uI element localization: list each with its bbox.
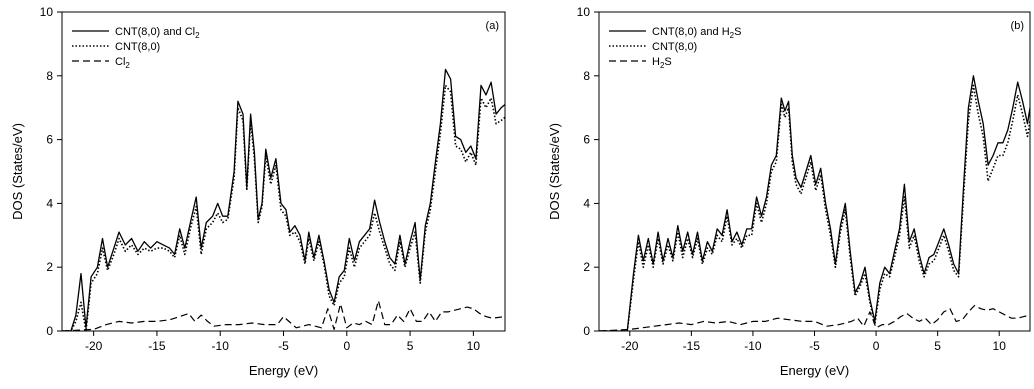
x-tick-label: -20 xyxy=(85,339,103,353)
x-tick-label: -15 xyxy=(683,339,701,353)
panel-tag-a: (a) xyxy=(486,20,499,32)
x-tick-label: -15 xyxy=(148,339,166,353)
x-tick-label: -5 xyxy=(809,339,820,353)
ticks-a: -20 -15 -10 -5 0 5 10 0 2 4 6 8 10 xyxy=(40,5,481,353)
x-tick-label: -20 xyxy=(621,339,639,353)
series-layer-a xyxy=(62,68,505,331)
y-tick-label: 4 xyxy=(46,196,53,210)
x-tick-label: 0 xyxy=(873,339,880,353)
series-line-solid xyxy=(62,68,505,331)
y-tick-label: 2 xyxy=(46,260,53,274)
x-tick-label: -10 xyxy=(744,339,762,353)
legend-b: CNT(8,0) and H2S CNT(8,0) H2S xyxy=(609,26,741,70)
y-axis-title-a: DOS (States/eV) xyxy=(10,123,25,220)
series-layer-b xyxy=(599,75,1030,331)
legend-label-dotted: CNT(8,0) xyxy=(115,41,160,53)
y-tick-label: 0 xyxy=(583,324,590,338)
y-tick-label: 6 xyxy=(583,133,590,147)
x-tick-label: 10 xyxy=(993,339,1007,353)
x-axis-title-b: Energy (eV) xyxy=(780,363,849,378)
panel-a: -20 -15 -10 -5 0 5 10 0 2 4 6 8 10 (a) Energy (eV) D… xyxy=(10,5,506,378)
x-axis-title-a: Energy (eV) xyxy=(249,363,318,378)
x-tick-label: 5 xyxy=(934,339,941,353)
legend-label-solid: CNT(8,0) and Cl2 xyxy=(115,26,200,40)
series-line-dashed xyxy=(62,300,505,331)
plot-area-a xyxy=(61,11,506,332)
y-tick-label: 8 xyxy=(46,69,53,83)
y-tick-label: 2 xyxy=(583,260,590,274)
y-axis-title-b: DOS (States/eV) xyxy=(547,123,562,220)
x-tick-label: 10 xyxy=(467,339,481,353)
legend-label-dotted: CNT(8,0) xyxy=(652,41,697,53)
series-line-dotted xyxy=(62,84,505,331)
panel-tag-b: (b) xyxy=(1011,20,1024,32)
ticks-b: -20 -15 -10 -5 0 5 10 0 2 4 6 8 10 xyxy=(577,5,1007,353)
legend-a: CNT(8,0) and Cl2 CNT(8,0) Cl2 xyxy=(72,26,200,70)
x-tick-label: -5 xyxy=(278,339,289,353)
legend-label-dashed: Cl2 xyxy=(115,56,130,70)
x-tick-label: 0 xyxy=(343,339,350,353)
series-line-dashed xyxy=(599,304,1030,331)
y-tick-label: 8 xyxy=(583,69,590,83)
y-tick-label: 10 xyxy=(40,5,54,19)
y-tick-label: 4 xyxy=(583,196,590,210)
y-tick-label: 0 xyxy=(46,324,53,338)
legend-label-solid: CNT(8,0) and H2S xyxy=(652,26,741,40)
series-line-solid xyxy=(599,75,1030,331)
x-tick-label: 5 xyxy=(407,339,414,353)
y-tick-label: 10 xyxy=(577,5,591,19)
panel-b: -20 -15 -10 -5 0 5 10 0 2 4 6 8 10 (b) Energy (eV) D… xyxy=(547,5,1031,378)
x-tick-label: -10 xyxy=(212,339,230,353)
legend-label-dashed: H2S xyxy=(652,56,672,70)
series-line-dotted xyxy=(599,84,1030,331)
y-tick-label: 6 xyxy=(46,133,53,147)
